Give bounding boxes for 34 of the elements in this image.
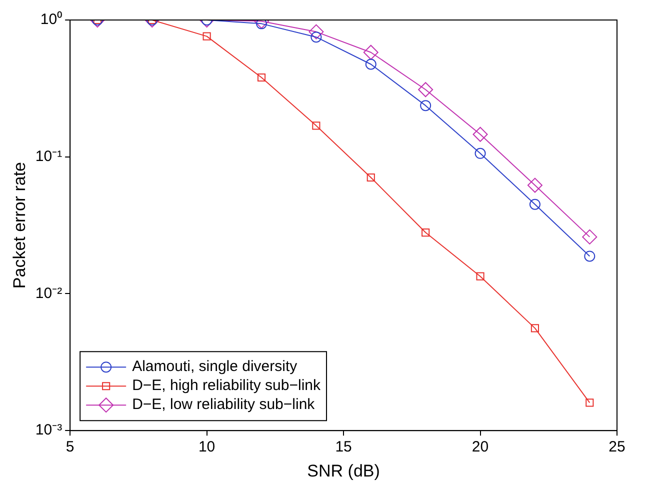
legend-label: Alamouti, single diversity [132,358,298,376]
legend-label: D−E, low reliability sub−link [132,396,316,414]
y-axis-title: Packet error rate [10,162,29,289]
point [527,178,542,193]
point [422,228,430,237]
y-tick-label: 10⁻³ [35,422,62,439]
point [418,82,434,98]
point [257,73,266,82]
y-tick-label: 10⁻² [35,284,62,302]
legend-label: D−E, high reliability sub−link [132,377,322,394]
point [202,32,211,40]
point [472,126,488,142]
point [366,173,375,182]
point [474,148,486,159]
point [308,24,324,40]
point [529,198,540,210]
y-tick-label: 10⁰ [40,11,62,28]
point [584,250,596,262]
point [312,122,320,130]
x-axis-title: SNR (dB) [307,461,380,480]
point [420,100,432,112]
point [256,20,267,30]
point [365,58,376,70]
y-tick-label: 10⁻¹ [35,148,62,166]
x-tick-label: 15 [335,438,352,456]
x-tick-label: 25 [608,438,626,456]
x-tick-label: 5 [66,438,74,456]
x-tick-label: 10 [198,438,216,456]
point [476,272,484,280]
point [363,44,378,60]
x-tick-label: 20 [472,438,489,456]
point [586,398,594,407]
point [530,324,539,332]
point [582,229,598,244]
